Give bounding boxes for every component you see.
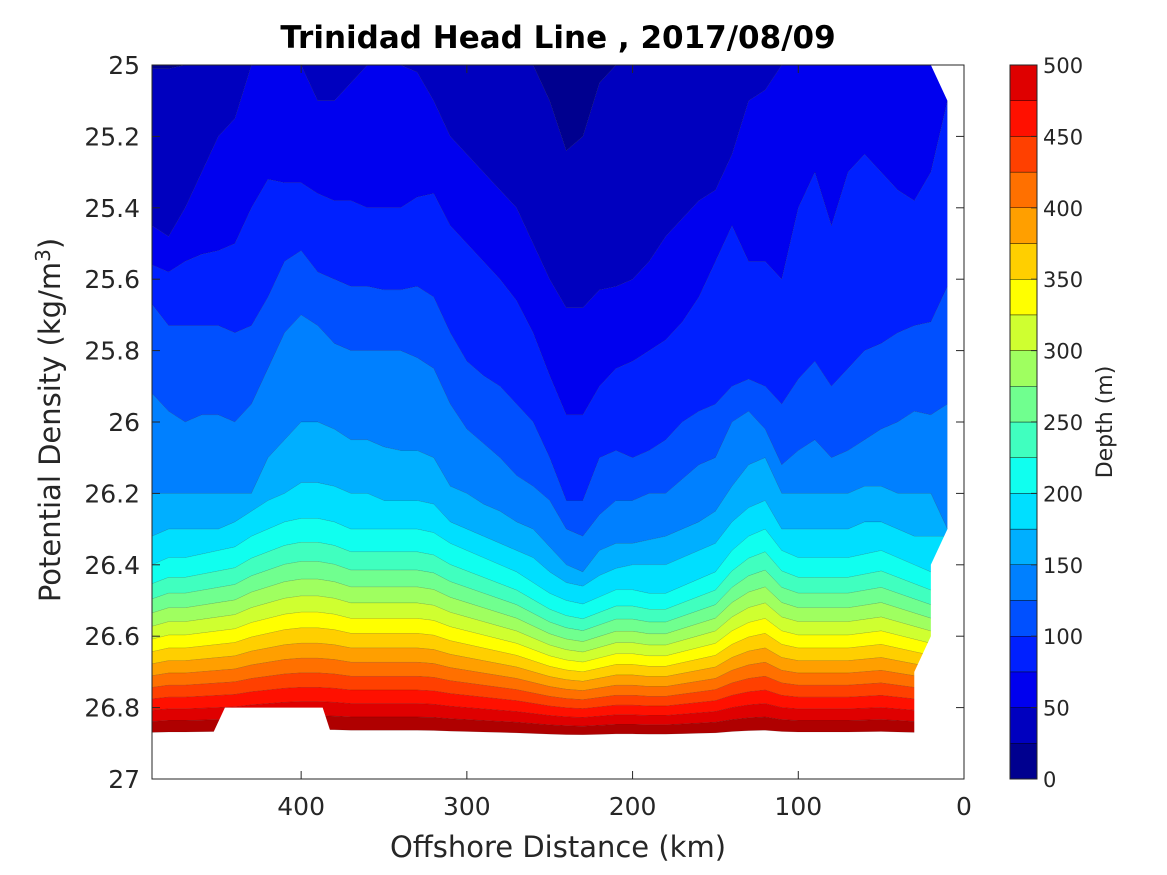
y-tick-label: 26.2 bbox=[84, 479, 140, 508]
colorbar-swatch bbox=[1009, 600, 1038, 637]
colorbar-swatch bbox=[1009, 386, 1038, 423]
colorbar-swatch bbox=[1009, 457, 1038, 494]
colorbar-tick-label: 250 bbox=[1043, 411, 1083, 435]
colorbar-swatch bbox=[1009, 207, 1038, 244]
y-tick-label: 25.6 bbox=[84, 265, 140, 294]
colorbar-label: Depth (m) bbox=[1093, 366, 1118, 479]
colorbar-swatch bbox=[1009, 100, 1038, 137]
colorbar-swatch bbox=[1009, 350, 1038, 387]
colorbar-swatch bbox=[1009, 64, 1038, 101]
colorbar-swatch bbox=[1009, 743, 1038, 780]
colorbar-tick-label: 150 bbox=[1043, 554, 1083, 578]
y-axis-label-close: ) bbox=[33, 238, 67, 249]
x-tick-label: 400 bbox=[277, 792, 325, 821]
contour-bands bbox=[152, 65, 964, 779]
y-tick-label: 26 bbox=[108, 408, 140, 437]
colorbar-tick-label: 300 bbox=[1043, 340, 1083, 364]
chart-title: Trinidad Head Line , 2017/08/09 bbox=[280, 20, 835, 56]
y-tick-label: 27 bbox=[108, 765, 140, 794]
y-axis-label-main: Potential Density (kg/m bbox=[33, 262, 67, 602]
colorbar-swatch bbox=[1009, 243, 1038, 280]
colorbar-swatch bbox=[1009, 421, 1038, 458]
colorbar bbox=[1009, 64, 1038, 780]
y-tick-label: 25.2 bbox=[84, 122, 140, 151]
y-tick-label: 25.8 bbox=[84, 337, 140, 366]
no-data-gap bbox=[914, 65, 964, 779]
plot-area bbox=[151, 64, 965, 780]
colorbar-tick-label: 450 bbox=[1043, 125, 1083, 149]
colorbar-swatch bbox=[1009, 493, 1038, 530]
colorbar-swatch bbox=[1009, 564, 1038, 601]
colorbar-swatch bbox=[1009, 136, 1038, 173]
x-tick-label: 200 bbox=[609, 792, 657, 821]
colorbar-swatch bbox=[1009, 528, 1038, 565]
x-tick-label: 0 bbox=[956, 792, 972, 821]
colorbar-tick-label: 200 bbox=[1043, 482, 1083, 506]
contour-band-0 bbox=[152, 65, 948, 151]
colorbar-tick-label: 400 bbox=[1043, 197, 1083, 221]
colorbar-swatch bbox=[1009, 636, 1038, 673]
colorbar-tick-label: 50 bbox=[1043, 697, 1070, 721]
colorbar-swatch bbox=[1009, 707, 1038, 744]
y-tick-label: 26.4 bbox=[84, 551, 140, 580]
colorbar-tick-label: 100 bbox=[1043, 625, 1083, 649]
x-tick-label: 300 bbox=[443, 792, 491, 821]
colorbar-swatch bbox=[1009, 279, 1038, 316]
y-tick-label: 25 bbox=[108, 51, 140, 80]
x-axis-label: Offshore Distance (km) bbox=[390, 830, 726, 864]
colorbar-swatch bbox=[1009, 171, 1038, 209]
no-data-gap bbox=[208, 707, 335, 744]
x-tick-label: 100 bbox=[774, 792, 822, 821]
y-axis-label: Potential Density (kg/m3) bbox=[31, 238, 67, 602]
colorbar-swatch bbox=[1009, 314, 1038, 351]
y-axis-ticks: 25 25.2 25.4 25.6 25.8 26 26.2 26.4 26.6 26.8 27 bbox=[84, 51, 964, 794]
y-axis-label-superscript: 3 bbox=[31, 249, 55, 262]
colorbar-tick-label: 0 bbox=[1043, 768, 1056, 792]
colorbar-swatch bbox=[1009, 671, 1038, 708]
y-tick-label: 25.4 bbox=[84, 194, 140, 223]
no-data-gap bbox=[152, 743, 964, 779]
colorbar-tick-label: 350 bbox=[1043, 268, 1083, 292]
x-axis-ticks: 400 300 200 100 0 bbox=[277, 65, 972, 821]
y-tick-label: 26.6 bbox=[84, 622, 140, 651]
colorbar-tick-label: 500 bbox=[1043, 54, 1083, 78]
colorbar-ticks: 0 50 100 150 200 250 300 350 400 450 500 bbox=[1031, 54, 1083, 792]
y-tick-label: 26.8 bbox=[84, 694, 140, 723]
